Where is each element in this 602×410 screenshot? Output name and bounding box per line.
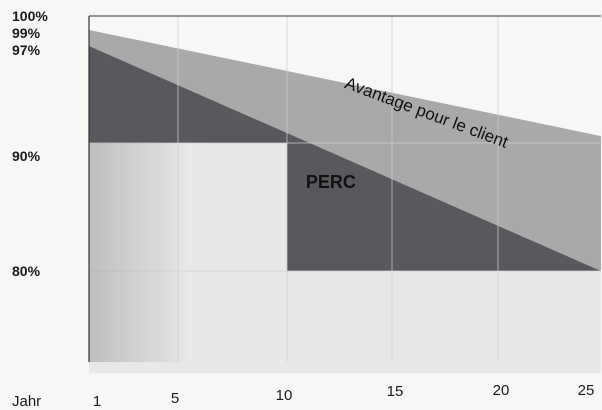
- advantage-band: [89, 30, 601, 271]
- perc-band: [89, 46, 601, 271]
- x-tick-label: 20: [493, 382, 510, 399]
- x-tick-label: 10: [276, 387, 293, 404]
- scan-shading: [89, 143, 209, 362]
- x-tick-label: 15: [387, 383, 404, 400]
- lower-area: [89, 143, 601, 374]
- y-tick-label: 100%: [12, 8, 48, 24]
- y-tick-label: 97%: [12, 42, 41, 58]
- top-wedge: [89, 16, 601, 137]
- perc-label: PERC: [306, 172, 356, 192]
- y-tick-label: 90%: [12, 148, 41, 164]
- x-tick-label: 1: [93, 393, 101, 410]
- y-tick-label: 80%: [12, 263, 41, 279]
- y-tick-label: 99%: [12, 25, 41, 41]
- x-tick-label: 25: [578, 382, 595, 399]
- x-tick-label: 5: [171, 390, 179, 407]
- x-axis-label: Jahr: [12, 393, 41, 410]
